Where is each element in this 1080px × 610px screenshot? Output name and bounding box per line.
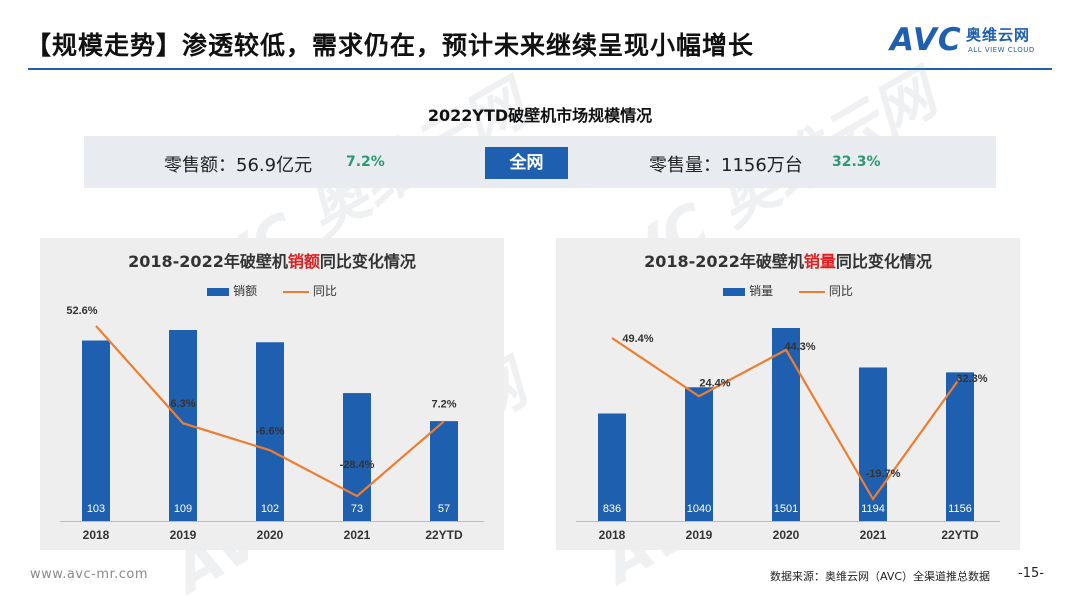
growth-value-label: 24.4% <box>699 377 730 389</box>
x-tick-label: 2018 <box>83 528 110 542</box>
growth-value-label: -6.6% <box>256 425 285 437</box>
growth-value-label: -19.7% <box>866 468 901 480</box>
page-title: 【规模走势】渗透较低，需求仍在，预计未来继续呈现小幅增长 <box>26 31 755 60</box>
bar-value-label: 102 <box>261 503 279 515</box>
bar <box>256 342 284 521</box>
sales-amount-chart: 103 2018 109 2019 102 2020 73 2021 57 22YTD 52.6% 6… <box>60 305 484 542</box>
growth-value-label: 32.3% <box>956 373 987 385</box>
legend-bar-label: 销量 <box>749 284 774 298</box>
chart-title: 2018-2022年破壁机销额同比变化情况 <box>128 252 416 271</box>
retail-amount-growth: 7.2% <box>346 154 385 170</box>
bar <box>343 393 371 521</box>
logo-avc-text: AVC <box>890 22 962 58</box>
summary-bar: 零售额：56.9亿元 7.2% 全网 零售量：1156万台 32.3% <box>84 136 996 188</box>
x-tick-label: 2019 <box>170 528 197 542</box>
legend-bar-label: 销额 <box>233 284 258 298</box>
legend-bar-swatch <box>723 287 746 296</box>
x-tick-label: 2020 <box>773 528 800 542</box>
growth-line <box>95 325 445 498</box>
sales-volume-chart: 836 2018 1040 2019 1501 2020 1194 2021 1156 22YTD… <box>576 328 1000 542</box>
growth-value-label: 52.6% <box>66 305 97 317</box>
bar-value-label: 109 <box>174 503 192 515</box>
header-divider <box>28 68 1052 70</box>
x-tick-label: 2019 <box>686 528 713 542</box>
x-tick-label: 22YTD <box>425 528 463 542</box>
legend-bar-swatch <box>207 287 230 296</box>
bar-value-label: 1156 <box>948 503 972 515</box>
chart-title: 2018-2022年破壁机销量同比变化情况 <box>644 252 932 271</box>
retail-amount: 零售额：56.9亿元 <box>164 155 313 176</box>
logo-cn-text: 奥维云网 <box>966 26 1031 44</box>
bar <box>772 328 800 521</box>
legend-line-label: 同比 <box>828 284 853 298</box>
retail-volume-growth: 32.3% <box>832 154 881 170</box>
bar <box>598 413 626 521</box>
bar-value-label: 1501 <box>774 503 798 515</box>
bar-value-label: 836 <box>603 503 621 515</box>
growth-value-label: -28.4% <box>340 459 375 471</box>
growth-value-label: 6.3% <box>170 398 195 410</box>
website-url: www.avc-mr.com <box>30 567 149 582</box>
growth-value-label: 7.2% <box>431 398 456 410</box>
bar <box>685 387 713 521</box>
summary-title: 2022YTD破壁机市场规模情况 <box>427 106 653 125</box>
growth-line <box>611 337 961 502</box>
sales-volume-chart-panel: 2018-2022年破壁机销量同比变化情况 销量 同比 836 2018 1040 2… <box>556 238 1020 550</box>
legend-line-swatch <box>282 290 309 293</box>
logo-en-text: ALL VIEW CLOUD <box>968 46 1035 54</box>
x-tick-label: 2018 <box>599 528 626 542</box>
bar <box>82 340 110 521</box>
data-source: 数据来源：奥维云网（AVC）全渠道推总数据 <box>770 570 991 583</box>
bar <box>946 372 974 521</box>
chart-legend: 销额 同比 <box>40 282 504 299</box>
bar-value-label: 73 <box>351 503 363 515</box>
x-tick-label: 22YTD <box>941 528 979 542</box>
sales-amount-chart-panel: 2018-2022年破壁机销额同比变化情况 销额 同比 103 2018 109 20… <box>40 238 504 550</box>
x-tick-label: 2021 <box>344 528 371 542</box>
bar-value-label: 103 <box>87 503 105 515</box>
legend-line-label: 同比 <box>312 284 337 298</box>
bar-value-label: 1040 <box>687 503 711 515</box>
bar-value-label: 1194 <box>861 503 885 515</box>
page-number: -15- <box>1018 566 1044 581</box>
channel-badge: 全网 <box>485 147 568 179</box>
x-tick-label: 2021 <box>860 528 887 542</box>
retail-volume: 零售量：1156万台 <box>649 155 803 176</box>
chart-legend: 销量 同比 <box>556 282 1020 299</box>
x-tick-label: 2020 <box>257 528 284 542</box>
bar <box>430 421 458 521</box>
avc-logo: AVC 奥维云网 ALL VIEW CLOUD <box>890 22 1060 62</box>
bar-value-label: 57 <box>438 503 450 515</box>
bar <box>859 367 887 521</box>
legend-line-swatch <box>798 290 825 293</box>
growth-value-label: 44.3% <box>784 341 815 353</box>
growth-value-label: 49.4% <box>622 333 653 345</box>
